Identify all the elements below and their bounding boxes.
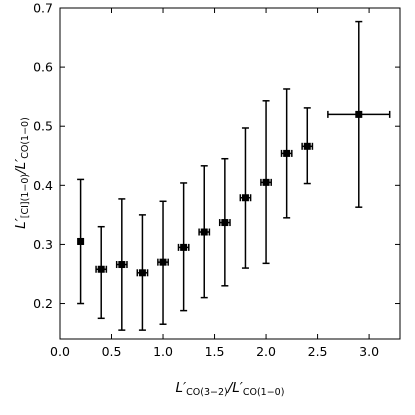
data-point: [198, 165, 211, 299]
point-marker: [97, 265, 105, 273]
y-tick-label: 0.4: [33, 178, 53, 193]
data-point: [260, 100, 272, 265]
y-tick-label: 0.7: [33, 1, 53, 16]
point-marker: [180, 243, 188, 251]
point-marker: [262, 178, 270, 186]
point-marker: [77, 237, 85, 245]
y-tick-label: 0.2: [33, 296, 53, 311]
y-tick-label: 0.3: [33, 237, 53, 252]
data-point: [327, 20, 391, 208]
point-marker: [200, 228, 208, 236]
point-marker: [303, 142, 311, 150]
x-tick-label: 1.0: [153, 344, 173, 359]
y-tick-label: 0.5: [33, 119, 53, 134]
y-tick-label: 0.6: [33, 60, 53, 75]
axis-ticks: 0.0 0.5 1.0 1.5 2.0 2.5 3.0 0.2 0.3 0.4 0.5 0.6 0.7: [33, 1, 400, 359]
plot-area-frame: [59, 7, 401, 340]
data-point: [301, 107, 314, 185]
x-tick-label: 0.0: [50, 344, 70, 359]
data-points: [77, 20, 391, 331]
data-point: [115, 198, 128, 331]
point-marker: [221, 219, 229, 227]
data-point: [157, 200, 169, 325]
point-marker: [159, 258, 167, 266]
data-point: [218, 157, 231, 287]
point-marker: [118, 261, 126, 269]
x-tick-label: 3.0: [359, 344, 379, 359]
y-axis-label: L′[CI](1−0)/L′CO(1−0): [13, 117, 31, 229]
data-point: [239, 127, 252, 269]
data-point: [177, 182, 190, 312]
x-tick-label: 2.5: [308, 344, 328, 359]
data-point: [77, 178, 85, 305]
x-tick-label: 2.0: [256, 344, 276, 359]
data-point: [280, 88, 293, 219]
data-point: [95, 225, 108, 320]
point-marker: [283, 149, 291, 157]
data-point: [136, 214, 149, 331]
x-axis-label: L′CO(3−2)/L′CO(1−0): [176, 380, 285, 398]
point-marker: [355, 110, 363, 118]
x-tick-label: 1.5: [205, 344, 225, 359]
point-marker: [241, 194, 249, 202]
x-tick-label: 0.5: [102, 344, 122, 359]
point-marker: [138, 269, 146, 277]
